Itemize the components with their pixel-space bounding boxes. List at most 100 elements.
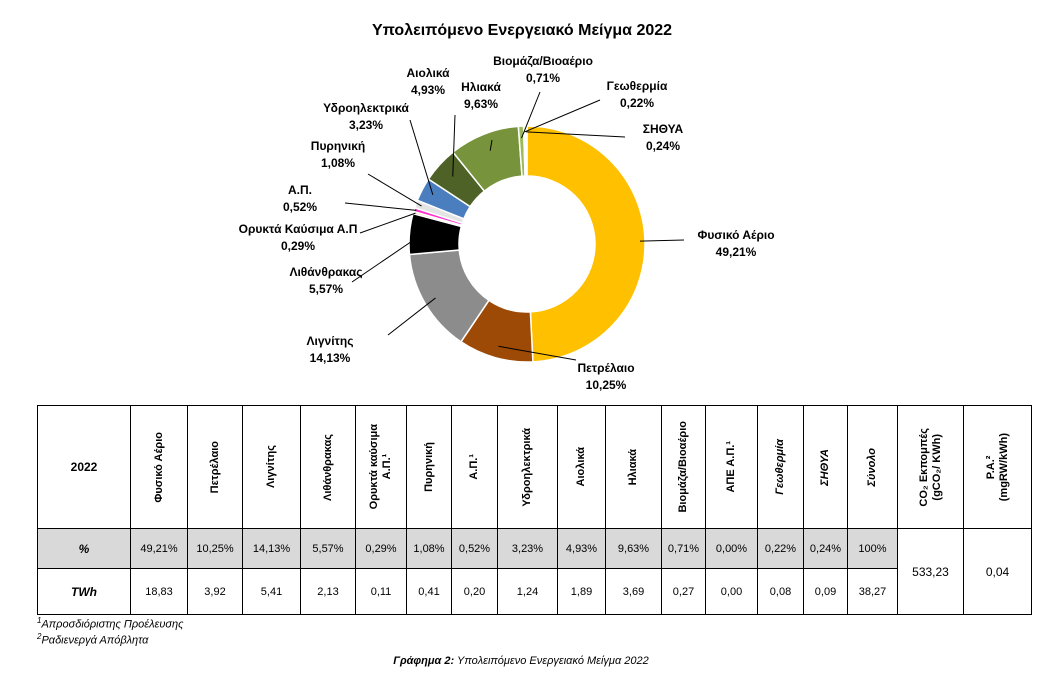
twh-cell: 0,08 [757,568,804,615]
column-header: Πετρέλαιο [187,405,243,529]
column-header: Φυσικό Αέριο [130,405,188,529]
percent-cell: 1,08% [406,528,452,569]
percent-cell: 0,71% [661,528,706,569]
twh-cell: 0,11 [355,568,407,615]
co2-emissions-value: 533,23 [897,528,964,615]
percent-cell: 5,57% [300,528,356,569]
leader-line [367,173,422,207]
slice-labels: Φυσικό Αέριο 49,21% Πετρέλαιο 10,25% Λιγνίτη… [239,54,775,392]
leader-line [524,99,601,133]
twh-cell: 1,24 [497,568,558,615]
slice-name-label: Βιομάζα/Βιοαέριο [493,54,593,68]
slice-name-label: Α.Π. [288,183,312,197]
column-header-label: Βιομάζα/Βιοαέριο [677,421,689,513]
percent-cell: 14,13% [242,528,301,569]
column-header: Α.Π.¹ [451,405,498,529]
column-header-label: ΑΠΕ Α.Π.¹ [725,441,737,493]
leader-line [351,234,422,283]
slice-name-label: Φυσικό Αέριο [697,228,774,242]
twh-row: TWh 18,83 3,92 5,41 2,13 0,11 0,41 0,20 1,24 1,8… [37,568,1032,615]
slice-name-label: Ηλιακά [461,80,501,94]
column-header-label: Γεωθερμία [774,439,786,495]
donut-slice [526,125,646,363]
leader-line [387,297,436,336]
leader-line [359,212,416,234]
twh-cell: 18,83 [130,568,188,615]
percent-cell: 9,63% [605,528,662,569]
percent-cell: 100% [847,528,898,569]
column-header-label: Αιολικά [575,447,587,487]
column-header: Γεωθερμία [757,405,804,529]
figure-caption: Γράφημα 2: Υπολειπόμενο Ενεργειακό Μείγμ… [0,655,1042,667]
column-header-label: Λιθάνθρακας [321,433,334,501]
caption-text: Υπολειπόμενο Ενεργειακό Μείγμα 2022 [454,655,649,667]
footnote-2-mark: 2 [37,632,42,641]
footnote-1: 1Απροσδιόριστης Προέλευσης [37,616,184,631]
column-header: Πυρηνική [406,405,452,529]
twh-cell: 5,41 [242,568,301,615]
percent-cell: 0,29% [355,528,407,569]
slice-name-label: Αιολικά [406,66,450,80]
donut-slices [408,125,646,363]
column-header: ΑΠΕ Α.Π.¹ [705,405,758,529]
twh-cell: 0,41 [406,568,452,615]
table-header-row: 2022 Φυσικό Αέριο Πετρέλαιο Λιγνίτης Λιθάνθ… [37,405,1032,529]
leader-line [344,202,417,211]
row-label-twh: TWh [37,568,131,615]
percent-cell: 0,24% [803,528,848,569]
twh-cell: 2,13 [300,568,356,615]
twh-cell: 3,69 [605,568,662,615]
twh-cell: 1,89 [557,568,606,615]
radioactive-waste-value: 0,04 [963,528,1032,615]
donut-slice [524,125,528,177]
leader-line [521,91,541,139]
percent-row: % 49,21% 10,25% 14,13% 5,57% 0,29% 1,08% 0,52%… [37,528,1032,615]
leader-line [452,114,456,177]
percent-cell: 10,25% [187,528,243,569]
twh-cell: 3,92 [187,568,243,615]
slice-name-label: Γεωθερμία [607,79,668,93]
slice-value-label: 0,22% [620,96,654,110]
slice-name-label: Λιθάνθρακας [289,265,362,279]
slice-value-label: 1,08% [321,156,355,170]
donut-chart: Υπολειπόμενο Ενεργειακό Μείγμα 2022 Φυσι… [239,22,775,392]
column-header: Υδροηλεκτρικά [497,405,558,529]
slice-value-label: 0,71% [526,71,560,85]
column-header-label: Υδροηλεκτρικά [521,427,533,507]
row-label-percent: % [37,528,131,569]
twh-cell: 0,20 [451,568,498,615]
footnote-2-text: Ραδιενεργά Απόβλητα [41,634,149,647]
slice-name-label: Ορυκτά Καύσιμα Α.Π [239,222,358,236]
slice-value-label: 5,57% [309,282,343,296]
percent-cell: 4,93% [557,528,606,569]
column-header: Σύνολο [847,405,898,529]
slice-value-label: 3,23% [349,118,383,132]
column-header-label: Φυσικό Αέριο [152,431,165,503]
percent-cell: 0,52% [451,528,498,569]
column-header: Ρ.Α.² (mgRW/kWh) [963,405,1032,529]
energy-mix-table: 2022 Φυσικό Αέριο Πετρέλαιο Λιγνίτης Λιθάνθ… [37,405,1032,615]
column-header: Λιγνίτης [242,405,301,529]
column-header: CO₂ Εκπομπές (gCO₂/ KWh) [897,405,964,529]
column-header: Βιομάζα/Βιοαέριο [661,405,706,529]
chart-title: Υπολειπόμενο Ενεργειακό Μείγμα 2022 [372,22,672,39]
column-header: Λιθάνθρακας [300,405,356,529]
percent-cell: 0,22% [757,528,804,569]
twh-cell: 38,27 [847,568,898,615]
slice-value-label: 0,52% [283,200,317,214]
footnote-1-mark: 1 [37,616,42,625]
twh-cell: 0,00 [705,568,758,615]
slice-value-label: 0,29% [281,239,315,253]
column-header: ΣΗΘΥΑ [803,405,848,529]
column-header-label: Σύνολο [866,447,878,487]
slice-name-label: Υδροηλεκτρικά [323,101,409,115]
footnote-1-text: Απροσδιόριστης Προέλευσης [41,618,184,631]
twh-cell: 0,27 [661,568,706,615]
leader-line [489,139,493,151]
table-year-header: 2022 [37,405,131,529]
column-header-label: Πετρέλαιο [208,440,221,494]
footnote-2: 2Ραδιενεργά Απόβλητα [37,632,148,647]
leader-line [526,131,626,138]
column-header-label: Ηλιακά [627,448,639,486]
column-header: Ηλιακά [605,405,662,529]
